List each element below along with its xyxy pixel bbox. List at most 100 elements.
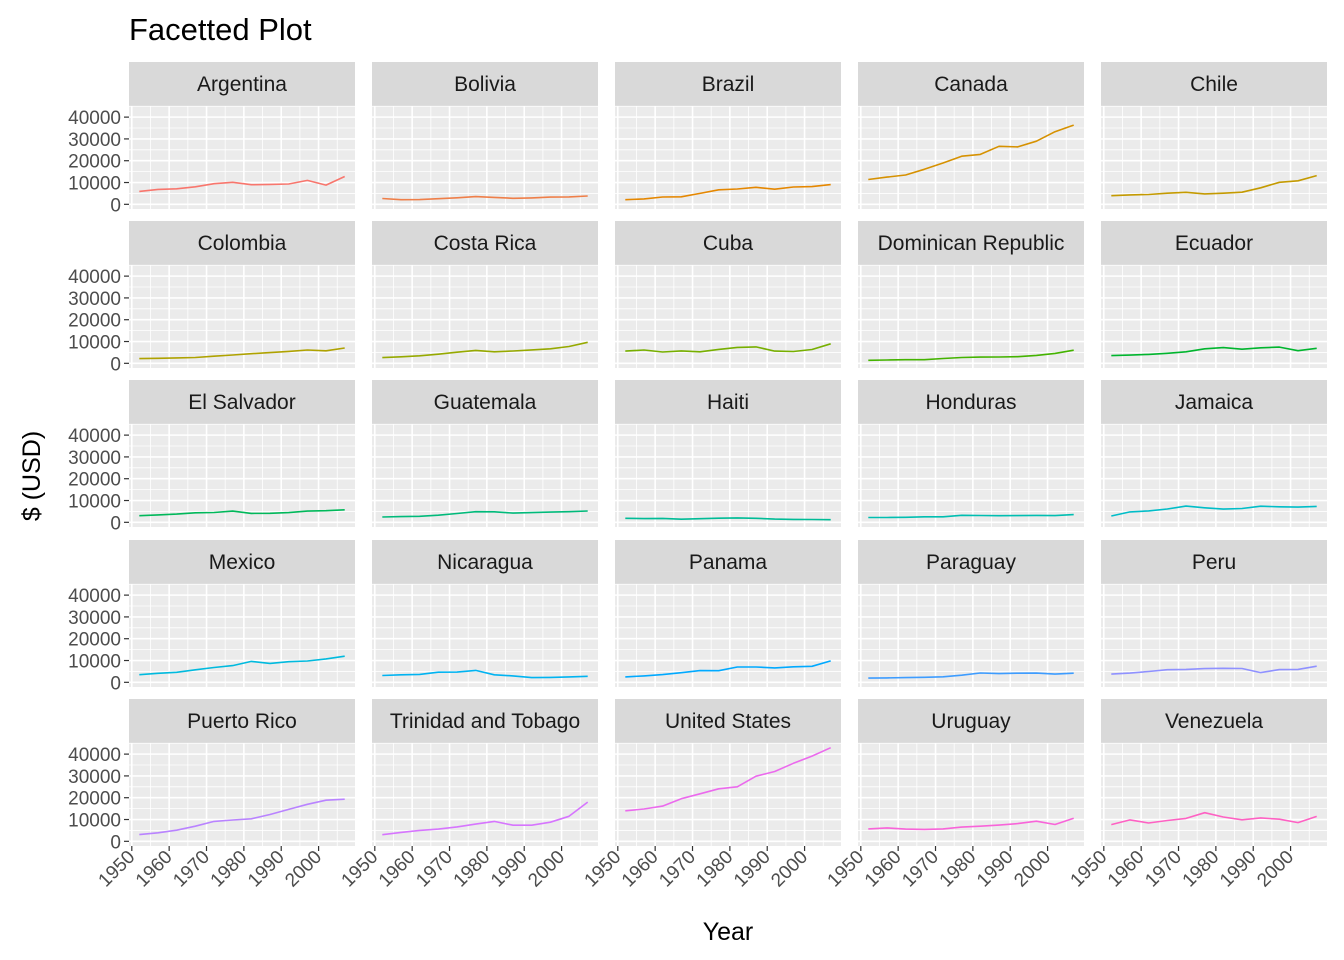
strip-label: Panama [689, 551, 768, 574]
strip-background [129, 380, 355, 424]
x-tick-label: 2000 [767, 847, 812, 892]
series-line-guatemala [382, 510, 588, 518]
strip-label: Guatemala [434, 391, 537, 414]
panel-honduras: Honduras [858, 380, 1084, 527]
panel-chile: Chile [1101, 62, 1327, 209]
series-line-venezuela [1111, 811, 1317, 826]
x-tick-label: 1980 [1179, 847, 1224, 892]
panel-mexico: Mexico [129, 540, 355, 687]
x-tick-label: 1980 [693, 847, 738, 892]
y-tick-label: 0 [110, 195, 121, 216]
strip-background [858, 221, 1084, 265]
y-axes: 0100002000030000400000100002000030000400… [68, 108, 129, 853]
panel-jamaica: Jamaica [1101, 380, 1327, 527]
x-tick-label: 2000 [1010, 847, 1055, 892]
series-line-ecuador [1111, 346, 1317, 357]
strip-label: Cuba [703, 232, 754, 255]
strip-label: Canada [934, 73, 1008, 96]
strip-background [129, 540, 355, 584]
series-line-cuba [625, 343, 831, 353]
series-line-trinidad-and-tobago [382, 801, 589, 836]
strip-background [858, 380, 1084, 424]
panel-brazil: Brazil [615, 62, 841, 209]
y-tick-label: 0 [110, 354, 121, 375]
series-line-costa-rica [382, 341, 588, 359]
panel-background [615, 106, 841, 209]
series-line-argentina [139, 175, 346, 193]
x-tick-label: 1990 [244, 847, 289, 892]
facet-panels: Argentina Bolivia Brazil Canada Chile Colombi… [129, 62, 1327, 846]
panel-canada: Canada [858, 62, 1084, 209]
panel-background [1101, 424, 1327, 527]
series-line-panama [625, 660, 831, 678]
strip-background [1101, 699, 1327, 743]
panel-background [372, 106, 598, 209]
strip-background [129, 699, 355, 743]
panel-paraguay: Paraguay [858, 540, 1084, 687]
y-tick-label: 40000 [68, 745, 121, 766]
panel-trinidad-and-tobago: Trinidad and Tobago [372, 699, 598, 846]
strip-label: Honduras [925, 391, 1016, 414]
x-tick-label: 1970 [898, 847, 943, 892]
series-line-uruguay [868, 817, 1074, 831]
x-axis-title: Year [703, 918, 754, 946]
y-tick-label: 0 [110, 513, 121, 534]
strip-label: Haiti [707, 391, 749, 414]
strip-background [129, 221, 355, 265]
strip-label: Bolivia [454, 73, 516, 96]
series-line-el-salvador [139, 509, 345, 517]
strip-background [615, 62, 841, 106]
panel-el-salvador: El Salvador [129, 380, 355, 527]
strip-label: Ecuador [1175, 232, 1253, 255]
panel-uruguay: Uruguay [858, 699, 1084, 846]
strip-background [858, 540, 1084, 584]
panel-background [129, 106, 355, 209]
panel-background [858, 424, 1084, 527]
y-tick-label: 0 [110, 673, 121, 694]
panel-colombia: Colombia [129, 221, 355, 368]
series-line-haiti [625, 517, 831, 521]
strip-background [1101, 380, 1327, 424]
x-tick-label: 1960 [1104, 847, 1149, 892]
strip-label: Costa Rica [434, 232, 537, 255]
panel-background [858, 106, 1084, 209]
series-line-paraguay [868, 672, 1074, 679]
y-tick-label: 20000 [68, 470, 121, 491]
y-tick-label: 0 [110, 832, 121, 853]
panel-background [129, 743, 355, 846]
panel-haiti: Haiti [615, 380, 841, 527]
panel-background [1101, 265, 1327, 368]
strip-background [372, 380, 598, 424]
strip-label: Mexico [209, 551, 276, 574]
x-tick-label: 1970 [412, 847, 457, 892]
panel-ecuador: Ecuador [1101, 221, 1327, 368]
panel-argentina: Argentina [129, 62, 355, 209]
panel-background [129, 584, 355, 687]
strip-label: Puerto Rico [187, 710, 297, 733]
strip-label: Trinidad and Tobago [390, 710, 580, 733]
series-line-canada [868, 124, 1074, 181]
strip-label: Colombia [198, 232, 287, 255]
y-tick-label: 10000 [68, 652, 121, 673]
panel-background [858, 584, 1084, 687]
y-tick-label: 40000 [68, 267, 121, 288]
strip-label: Venezuela [1165, 710, 1263, 733]
x-tick-label: 1950 [338, 847, 383, 892]
x-tick-label: 1960 [861, 847, 906, 892]
strip-background [372, 699, 598, 743]
panel-panama: Panama [615, 540, 841, 687]
y-tick-label: 20000 [68, 152, 121, 173]
panel-background [858, 265, 1084, 368]
x-tick-label: 1980 [936, 847, 981, 892]
y-tick-label: 10000 [68, 492, 121, 513]
series-line-dominican-republic [868, 349, 1074, 362]
x-tick-label: 1970 [1141, 847, 1186, 892]
x-tick-label: 1960 [375, 847, 420, 892]
x-tick-label: 1950 [581, 847, 626, 892]
strip-background [615, 380, 841, 424]
strip-label: Peru [1192, 551, 1236, 574]
panel-cuba: Cuba [615, 221, 841, 368]
x-tick-label: 1990 [730, 847, 775, 892]
x-tick-label: 1950 [824, 847, 869, 892]
strip-background [858, 699, 1084, 743]
